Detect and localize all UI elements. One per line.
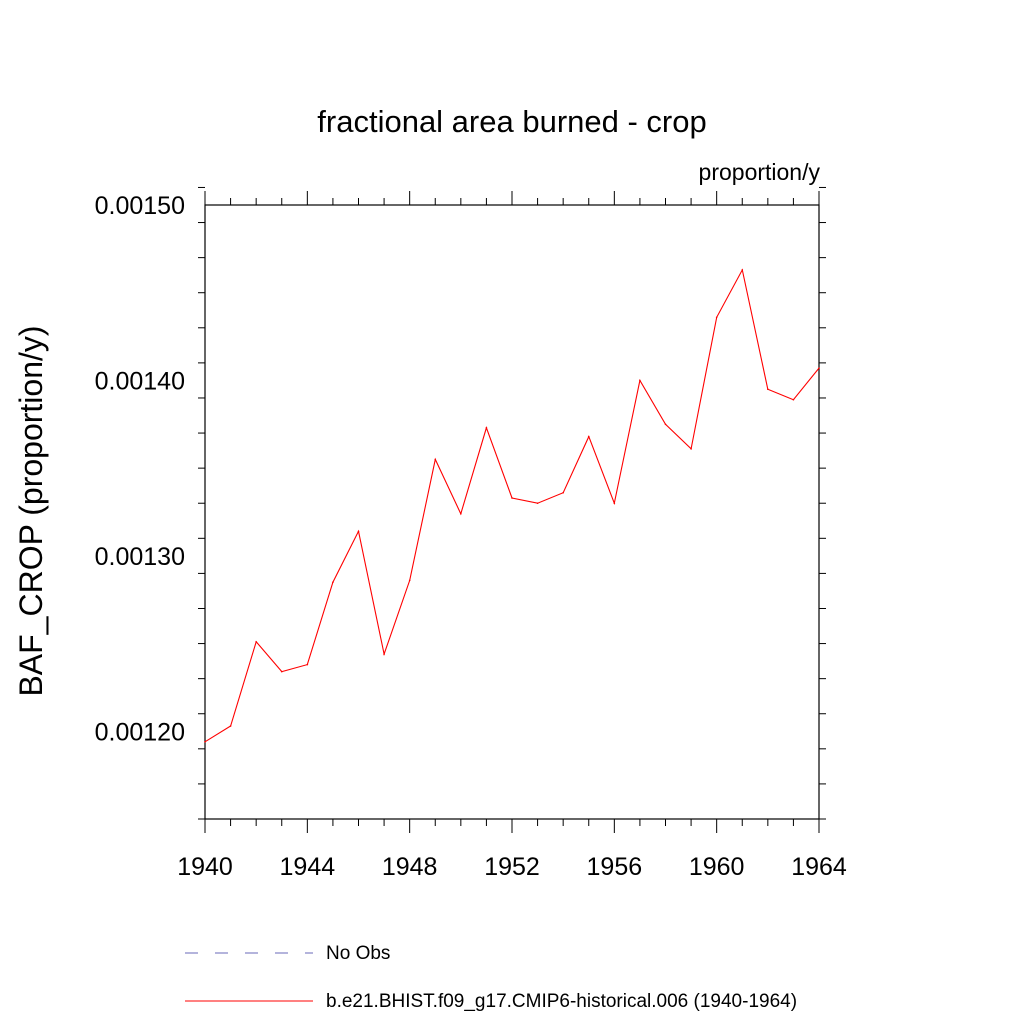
legend: No Obs b.e21.BHIST.f09_g17.CMIP6-histori… <box>185 943 797 1012</box>
series-line <box>204 268 820 743</box>
data-point <box>639 379 641 382</box>
data-point <box>511 497 513 499</box>
x-tick-label: 1952 <box>484 853 540 881</box>
y-tick-label: 0.00130 <box>95 543 185 571</box>
x-tick-label: 1956 <box>587 853 643 881</box>
data-point <box>357 530 360 533</box>
data-point <box>690 448 692 450</box>
axis-ticks <box>198 186 826 833</box>
data-point <box>460 512 462 515</box>
data-point <box>204 741 206 743</box>
x-tick-label: 1948 <box>382 853 438 881</box>
plot-frame <box>204 204 820 820</box>
chart-title: fractional area burned - crop <box>317 104 706 139</box>
data-point <box>587 435 590 438</box>
data-point <box>332 581 334 583</box>
data-point <box>383 653 385 655</box>
series-group <box>204 268 820 743</box>
data-point <box>818 367 820 369</box>
legend-label-no-obs: No Obs <box>326 943 390 964</box>
data-point <box>664 423 667 426</box>
x-tick-label: 1944 <box>280 853 336 881</box>
data-point <box>434 458 437 461</box>
data-point <box>562 491 564 494</box>
data-point <box>536 502 539 505</box>
data-point <box>792 398 795 401</box>
data-point <box>255 641 257 643</box>
y-axis-label: BAF_CROP (proportion/y) <box>13 325 49 696</box>
data-point <box>485 426 488 429</box>
x-tick-label: 1960 <box>689 853 745 881</box>
data-point <box>741 269 744 271</box>
data-point <box>408 579 411 582</box>
y-tick-label: 0.00150 <box>95 192 185 220</box>
axis-tick-labels: 1940 1944 1948 1952 1956 1960 1964 0.00120 0.001… <box>95 192 847 881</box>
y-tick-label: 0.00140 <box>95 367 185 395</box>
data-point <box>229 725 232 727</box>
units-label: proportion/y <box>699 159 821 185</box>
data-point <box>767 388 769 391</box>
data-point <box>306 663 309 666</box>
x-tick-label: 1964 <box>791 853 847 881</box>
x-tick-label: 1940 <box>177 853 233 881</box>
legend-label-historical: b.e21.BHIST.f09_g17.CMIP6-historical.006… <box>326 991 797 1012</box>
y-tick-label: 0.00120 <box>95 718 185 746</box>
data-point <box>613 502 616 505</box>
data-point <box>715 316 718 319</box>
data-point <box>280 670 283 673</box>
